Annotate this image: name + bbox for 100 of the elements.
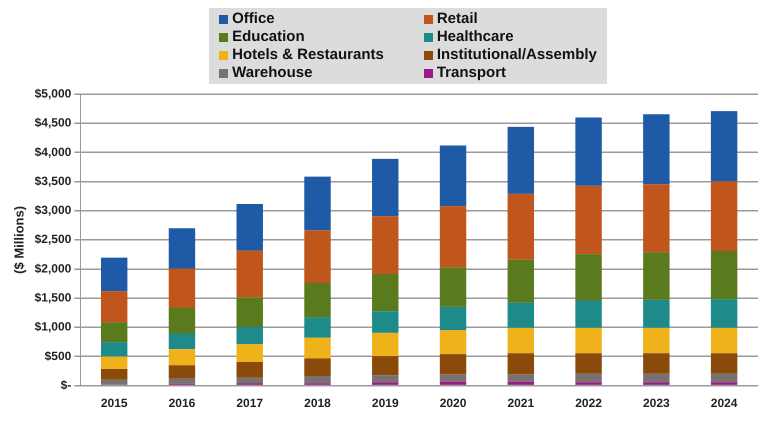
y-tick-label: $4,500 [34, 116, 72, 130]
bar [236, 344, 263, 362]
bar [575, 328, 602, 354]
bar [508, 194, 534, 260]
bar [440, 330, 466, 354]
y-tick-label: $2,000 [34, 261, 72, 276]
bar [100, 291, 128, 322]
y-tick-label: $4,000 [34, 144, 72, 159]
bar [100, 368, 128, 380]
y-tick-label: $2,500 [34, 232, 72, 246]
bar [643, 374, 670, 382]
legend-label: Education [232, 28, 305, 46]
bar [710, 328, 738, 354]
y-tick-label: $500 [44, 348, 72, 363]
bar [372, 158, 398, 216]
bar [508, 374, 534, 382]
y-axis-title: ($ Millions) [11, 206, 26, 274]
bar [168, 365, 196, 378]
bar [508, 302, 534, 328]
bar [440, 306, 466, 330]
bar [575, 353, 602, 374]
bar [236, 297, 263, 328]
bar [168, 268, 196, 308]
bar [575, 118, 602, 186]
x-tick-label: 2018 [304, 396, 332, 410]
bar [710, 374, 738, 382]
bar [168, 308, 196, 334]
bar [100, 356, 128, 369]
legend-label: Healthcare [436, 28, 514, 46]
bar [236, 327, 263, 344]
bar [304, 376, 331, 384]
legend-label: Retail [436, 10, 478, 28]
bar [236, 250, 263, 298]
bar [304, 283, 331, 318]
bar [440, 374, 466, 382]
legend-label: Institutional/Assembly [436, 46, 597, 64]
bar [440, 267, 466, 307]
bar [710, 250, 738, 300]
x-tick-label: 2023 [642, 396, 670, 410]
bar [372, 311, 398, 333]
bar [643, 300, 670, 328]
bar [710, 382, 738, 385]
x-tick-label: 2015 [100, 396, 128, 410]
bar [508, 353, 534, 374]
bar [236, 204, 263, 251]
y-tick-label: $1,500 [34, 290, 72, 304]
bar [100, 258, 128, 292]
y-tick-label: $3,000 [34, 203, 72, 218]
legend-label: Office [232, 10, 275, 28]
x-tick-label: 2024 [710, 396, 738, 410]
bar [710, 353, 738, 374]
bar [304, 176, 331, 230]
legend-label: Warehouse [232, 64, 312, 82]
bar [643, 184, 670, 252]
bar [440, 206, 466, 268]
bar [710, 111, 738, 182]
bar [440, 145, 466, 206]
x-tick-label: 2019 [372, 396, 399, 410]
bar [372, 375, 398, 382]
bar [508, 328, 534, 354]
bar [168, 333, 196, 350]
bar [168, 228, 196, 268]
bar [440, 382, 466, 385]
bar [304, 230, 331, 284]
y-tick-label: $1,000 [34, 320, 72, 334]
legend-label: Transport [436, 64, 506, 82]
bar [643, 114, 670, 184]
bar [100, 342, 128, 356]
bar [643, 252, 670, 300]
bar [643, 353, 670, 374]
x-tick-label: 2016 [168, 396, 196, 410]
bar [236, 362, 263, 378]
y-tick-label: $5,000 [34, 86, 72, 101]
bar [372, 274, 398, 312]
bar [372, 382, 398, 385]
bar [100, 322, 128, 342]
bar [575, 186, 602, 254]
bar [236, 378, 263, 384]
bar [575, 374, 602, 382]
bar [372, 216, 398, 274]
bar [643, 382, 670, 385]
bar [575, 382, 602, 385]
x-tick-label: 2017 [236, 396, 264, 410]
bar [168, 349, 196, 366]
bar [508, 382, 534, 385]
bar [372, 356, 398, 376]
legend-label: Hotels & Restaurants [232, 46, 384, 64]
bar [304, 317, 331, 338]
x-tick-label: 2021 [507, 396, 534, 410]
bar [710, 299, 738, 328]
bar [575, 254, 602, 301]
bar [575, 300, 602, 328]
y-tick-label: $3,500 [34, 174, 72, 188]
bar [100, 380, 128, 385]
x-tick-label: 2020 [440, 396, 467, 410]
bar [168, 378, 196, 384]
x-tick-label: 2022 [575, 396, 602, 410]
bar [440, 354, 466, 374]
bar [508, 260, 534, 303]
bar [372, 332, 398, 356]
